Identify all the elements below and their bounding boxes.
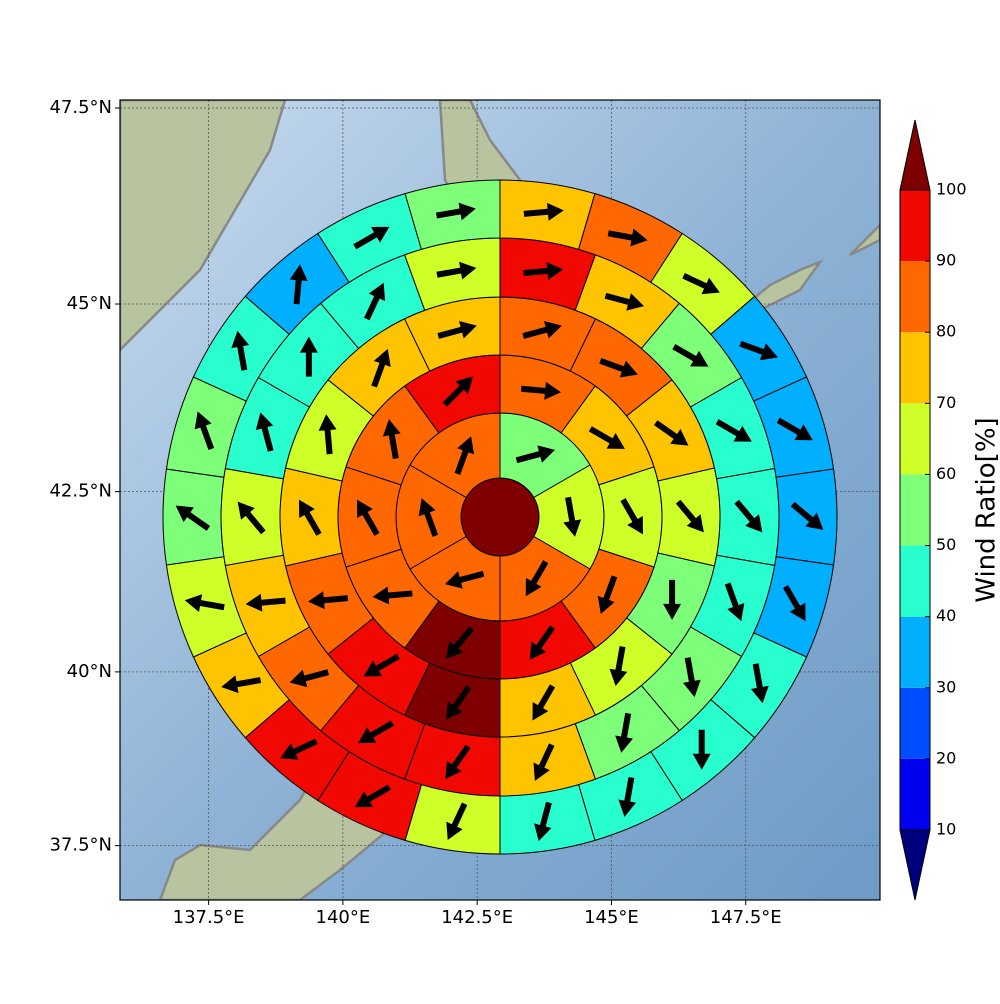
colorbar-tick-label: 60 — [936, 464, 956, 483]
x-tick-label: 140°E — [316, 907, 371, 928]
colorbar-tick-label: 10 — [936, 820, 956, 839]
colorbar-extend-high — [900, 120, 930, 190]
colorbar-tick-label: 40 — [936, 606, 956, 625]
x-tick-label: 147.5°E — [710, 907, 782, 928]
colorbar-extend-low — [900, 830, 930, 900]
colorbar-bin — [900, 474, 930, 545]
colorbar-bin — [900, 617, 930, 688]
colorbar-bin — [900, 688, 930, 759]
x-tick-label: 145°E — [584, 907, 639, 928]
colorbar-tick-label: 70 — [936, 393, 956, 412]
x-tick-label: 142.5°E — [441, 907, 513, 928]
colorbar-bin — [900, 261, 930, 332]
y-tick-label: 47.5°N — [49, 97, 112, 118]
y-tick-label: 37.5°N — [49, 835, 112, 856]
y-tick-label: 45°N — [67, 293, 112, 314]
colorbar-tick-label: 20 — [936, 748, 956, 767]
colorbar-tick-label: 90 — [936, 251, 956, 270]
map-area — [120, 100, 880, 900]
colorbar-bin — [900, 403, 930, 474]
colorbar-label: Wind Ratio[%] — [972, 417, 1000, 602]
colorbar-tick-label: 30 — [936, 677, 956, 696]
colorbar-bin — [900, 546, 930, 617]
colorbar-tick-label: 100 — [936, 180, 967, 199]
colorbar-bin — [900, 759, 930, 830]
colorbar-tick-label: 50 — [936, 535, 956, 554]
x-tick-label: 137.5°E — [173, 907, 245, 928]
colorbar-tick-label: 80 — [936, 322, 956, 341]
colorbar-bin — [900, 190, 930, 261]
colorbar-bin — [900, 332, 930, 403]
y-tick-label: 40°N — [67, 661, 112, 682]
y-tick-label: 42.5°N — [49, 481, 112, 502]
